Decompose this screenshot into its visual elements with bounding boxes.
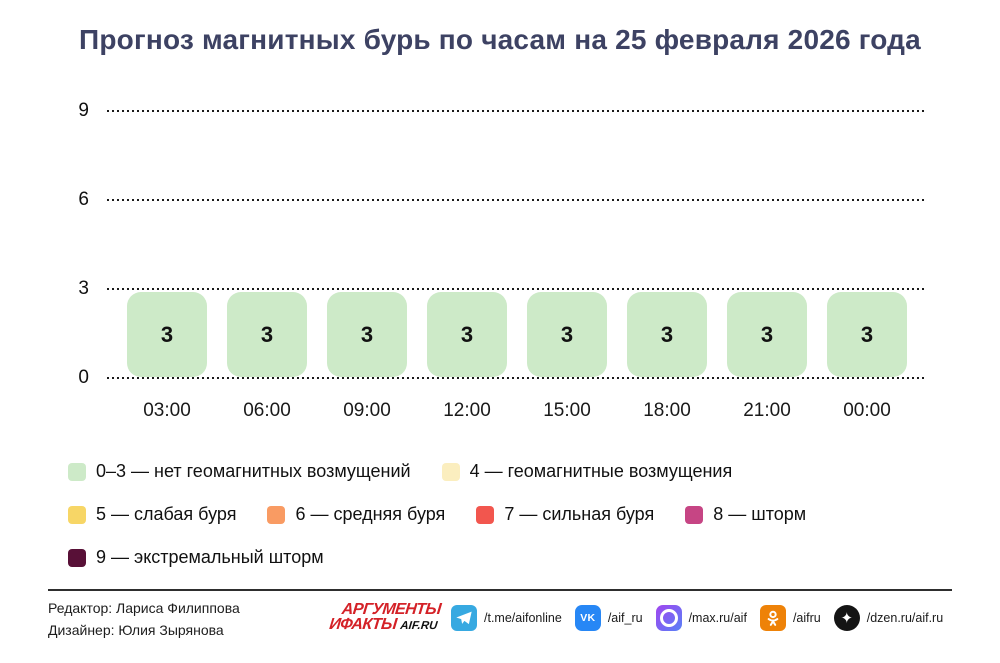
- telegram-icon: [451, 605, 477, 631]
- footer-divider: [48, 589, 952, 591]
- gridline-y0: [107, 377, 927, 379]
- y-axis-tick: 0: [78, 367, 89, 388]
- storm-forecast-bar-chart: 9 6 3 0 3 03:00 3 06:00 3 09:00 3 12:00 3 15:00 3 18:00…: [78, 100, 927, 421]
- x-axis-tick: 18:00: [643, 400, 691, 421]
- legend-label: 5 — слабая буря: [96, 504, 237, 524]
- aif-logo: АРГУМЕНТЫ ИФАКТЫ AIF.RU: [328, 601, 442, 634]
- aif-logo-suffix: AIF.RU: [399, 620, 439, 632]
- legend-row: 5 — слабая буря 6 — средняя буря 7 — сильн…: [68, 504, 806, 525]
- bar-12:00: 3: [427, 292, 507, 377]
- legend-label: 6 — средняя буря: [295, 504, 446, 524]
- social-links: /t.me/aifonline VK /aif_ru /max.ru/aif /…: [451, 605, 943, 631]
- x-axis-tick: 03:00: [143, 400, 191, 421]
- legend-swatch: [476, 505, 495, 524]
- aif-logo-line1: АРГУМЕНТЫ: [341, 601, 442, 618]
- legend-item: 0–3 — нет геомагнитных возмущений: [68, 461, 411, 482]
- max-icon: [655, 605, 682, 631]
- legend-label: 4 — геомагнитные возмущения: [469, 461, 733, 481]
- bar-value-label: 3: [660, 321, 674, 347]
- bar-00:00: 3: [827, 292, 907, 377]
- legend-swatch: [68, 462, 86, 481]
- social-item-telegram[interactable]: /t.me/aifonline: [451, 605, 562, 631]
- social-handle: /max.ru/aif: [688, 611, 747, 625]
- y-axis-tick: 3: [78, 278, 89, 299]
- bar-value-label: 3: [860, 321, 874, 347]
- bar-15:00: 3: [527, 292, 607, 377]
- x-axis-tick: 15:00: [543, 400, 591, 421]
- legend-item: 8 — шторм: [685, 504, 806, 525]
- legend-item: 4 — геомагнитные возмущения: [441, 461, 733, 482]
- bar-value-label: 3: [560, 321, 574, 347]
- bar-value-label: 3: [460, 321, 474, 347]
- x-axis-tick: 00:00: [843, 400, 891, 421]
- legend-swatch: [68, 505, 86, 524]
- page-title: Прогноз магнитных бурь по часам на 25 фе…: [79, 24, 921, 55]
- gridline-y9: [107, 110, 927, 112]
- bar-value-label: 3: [160, 321, 174, 347]
- bar-21:00: 3: [727, 292, 807, 377]
- credits: Редактор: Лариса Филиппова Дизайнер: Юли…: [48, 597, 240, 641]
- legend-label: 9 — экстремальный шторм: [96, 547, 324, 567]
- x-axis-tick: 12:00: [443, 400, 491, 421]
- ok-icon: [759, 605, 786, 631]
- y-axis-tick: 9: [78, 100, 89, 121]
- y-axis-tick: 6: [78, 189, 89, 210]
- legend-label: 0–3 — нет геомагнитных возмущений: [96, 461, 411, 481]
- social-item-dzen[interactable]: ✦ /dzen.ru/aif.ru: [833, 605, 944, 631]
- social-item-ok[interactable]: /aifru: [759, 605, 821, 631]
- legend-item: 9 — экстремальный шторм: [68, 547, 324, 568]
- legend-label: 7 — сильная буря: [504, 504, 655, 524]
- legend-label: 8 — шторм: [713, 504, 807, 524]
- social-item-max[interactable]: /max.ru/aif: [655, 605, 747, 631]
- social-handle: /t.me/aifonline: [484, 611, 562, 625]
- gridline-y3: [107, 288, 927, 290]
- x-axis-tick: 06:00: [243, 400, 291, 421]
- bar-18:00: 3: [627, 292, 707, 377]
- legend-item: 6 — средняя буря: [267, 504, 445, 525]
- bar-value-label: 3: [260, 321, 274, 347]
- credit-designer: Дизайнер: Юлия Зырянова: [48, 622, 224, 638]
- x-axis-tick: 09:00: [343, 400, 391, 421]
- legend-swatch: [685, 505, 704, 524]
- bar-value-label: 3: [360, 321, 374, 347]
- vk-icon: VK: [574, 605, 601, 631]
- aif-logo-line2: ИФАКТЫ: [328, 616, 398, 633]
- legend-row: 9 — экстремальный шторм: [68, 547, 324, 568]
- x-axis-tick: 21:00: [743, 400, 791, 421]
- social-item-vk[interactable]: VK /aif_ru: [574, 605, 643, 631]
- dzen-icon: ✦: [833, 605, 860, 631]
- bar-06:00: 3: [227, 292, 307, 377]
- credit-editor: Редактор: Лариса Филиппова: [48, 600, 240, 616]
- legend-swatch: [441, 462, 460, 481]
- legend-row: 0–3 — нет геомагнитных возмущений 4 — гео…: [68, 461, 732, 482]
- legend-swatch: [267, 505, 286, 524]
- bar-value-label: 3: [760, 321, 774, 347]
- social-handle: /aif_ru: [607, 611, 643, 625]
- bar-09:00: 3: [327, 292, 407, 377]
- gridline-y6: [107, 199, 927, 201]
- legend-swatch: [68, 548, 86, 567]
- legend-item: 7 — сильная буря: [476, 504, 654, 525]
- social-handle: /aifru: [792, 611, 821, 625]
- social-handle: /dzen.ru/aif.ru: [866, 611, 944, 625]
- bar-03:00: 3: [127, 292, 207, 377]
- legend-item: 5 — слабая буря: [68, 504, 236, 525]
